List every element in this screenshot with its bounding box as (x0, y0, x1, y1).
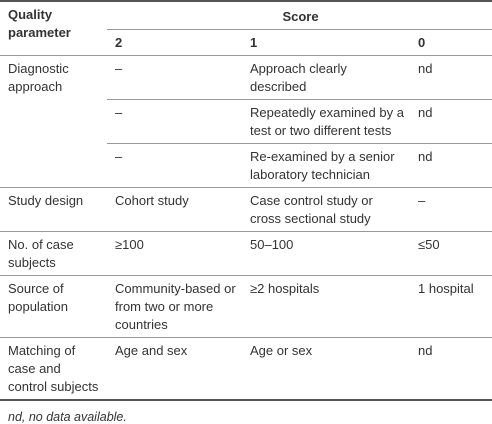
score-cell: nd (410, 337, 492, 401)
table: Quality parameter Score 2 1 0 Diagnostic app… (0, 0, 492, 401)
table-row: – Re-examined by a senior laboratory tech… (0, 143, 492, 188)
parameter-cell: Diagnostic approach (0, 55, 107, 188)
score-cell: – (410, 187, 492, 232)
table-row: Source of population Community-based or f… (0, 275, 492, 338)
table-row: Matching of case and control subjects Age… (0, 337, 492, 401)
header-cell: Quality parameter (0, 1, 107, 56)
header-cell: Score (107, 1, 492, 30)
table-row: Study design Cohort study Case control stu… (0, 187, 492, 232)
score-cell: ≥100 (107, 231, 242, 276)
score-cell: – (107, 143, 242, 188)
score-cell: – (107, 55, 242, 100)
score-cell: nd (410, 55, 492, 100)
score-cell: Age and sex (107, 337, 242, 401)
score-cell: ≥2 hospitals (242, 275, 410, 338)
score-cell: 50–100 (242, 231, 410, 276)
parameter-cell: Source of population (0, 275, 107, 338)
score-cell: – (107, 99, 242, 144)
parameter-cell: Study design (0, 187, 107, 232)
footnote: nd, no data available. (8, 410, 127, 424)
header-cell: 0 (410, 29, 492, 56)
score-cell: Age or sex (242, 337, 410, 401)
score-cell: 1 hospital (410, 275, 492, 338)
score-cell: Case control study or cross sectional st… (242, 187, 410, 232)
header-cell: 1 (242, 29, 410, 56)
score-cell: Cohort study (107, 187, 242, 232)
header-row: Quality parameter Score (0, 1, 492, 56)
score-cell: Community-based or from two or more coun… (107, 275, 242, 338)
table-row: Diagnostic approach – Approach clearly des… (0, 55, 492, 188)
parameter-cell: No. of case subjects (0, 231, 107, 276)
score-cell: nd (410, 99, 492, 144)
table-row: No. of case subjects ≥100 50–100 ≤50 (0, 231, 492, 276)
score-cell: nd (410, 143, 492, 188)
score-cell: ≤50 (410, 231, 492, 276)
score-cell: Repeatedly examined by a test or two dif… (242, 99, 410, 144)
parameter-cell: Matching of case and control subjects (0, 337, 107, 401)
header-cell: 2 (107, 29, 242, 56)
table-row: – Repeatedly examined by a test or two di… (0, 99, 492, 144)
score-cell: Re-examined by a senior laboratory techn… (242, 143, 410, 188)
score-cell: Approach clearly described (242, 55, 410, 100)
